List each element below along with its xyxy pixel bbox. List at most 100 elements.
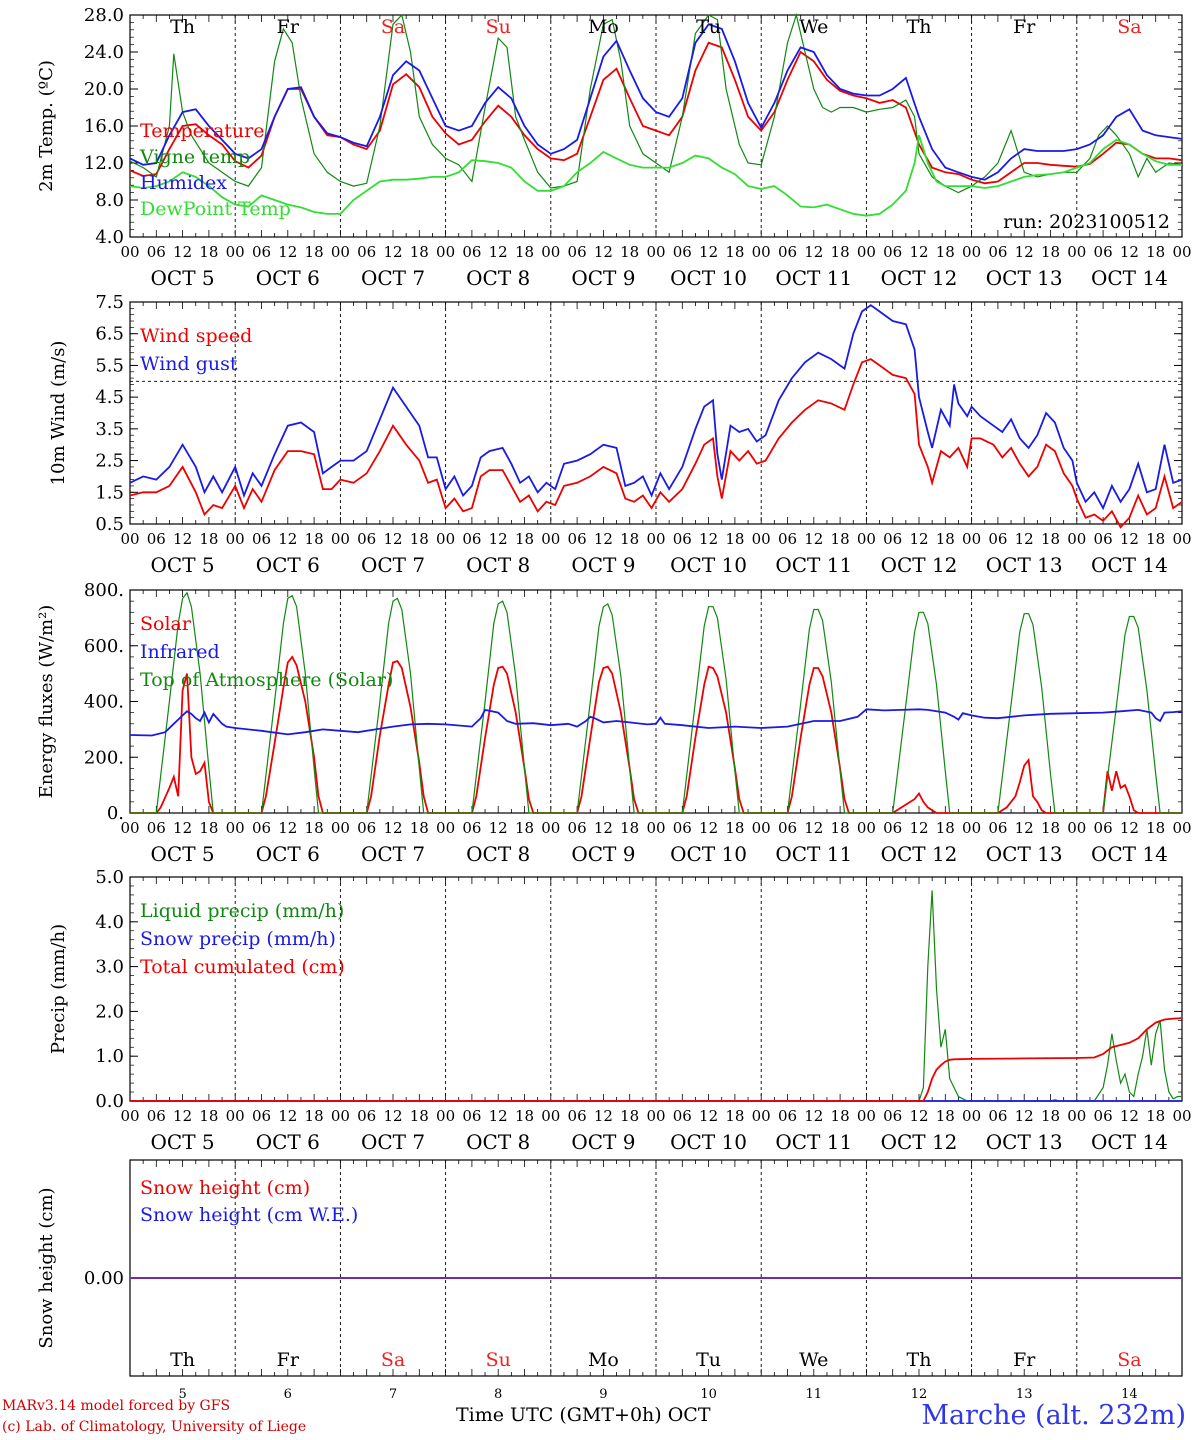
hour-tick-label: 12 <box>1015 819 1034 837</box>
hour-tick-label: 12 <box>909 530 928 548</box>
weekday-label: Sa <box>1117 1349 1141 1371</box>
y-tick-label: 200. <box>84 747 124 768</box>
hour-tick-label: 00 <box>120 819 139 837</box>
weekday-label: Su <box>486 16 511 38</box>
y-tick-label: 400. <box>84 692 124 713</box>
day-label: OCT 5 <box>151 842 215 866</box>
day-number-label: 10 <box>700 1387 717 1402</box>
day-label: OCT 11 <box>775 842 852 866</box>
series-line-solar <box>130 655 1182 814</box>
day-label: OCT 6 <box>256 1130 320 1154</box>
hour-tick-label: 06 <box>252 819 271 837</box>
day-label: OCT 11 <box>775 1130 852 1154</box>
legend-entry: Top of Atmosphere (Solar) <box>140 669 393 691</box>
legend-entry: Snow height (cm) <box>140 1177 310 1199</box>
legend-entry: Humidex <box>140 172 227 194</box>
hour-tick-label: 18 <box>515 1107 534 1125</box>
y-tick-label: 28.0 <box>84 5 124 26</box>
legend-entry: Wind gust <box>140 353 238 375</box>
hour-tick-label: 00 <box>962 819 981 837</box>
hour-tick-label: 06 <box>778 243 797 261</box>
hour-tick-label: 12 <box>173 243 192 261</box>
hour-tick-label: 18 <box>831 1107 850 1125</box>
legend-entry: Temperature <box>140 120 264 142</box>
y-tick-label: 2.5 <box>95 451 124 472</box>
hour-tick-label: 18 <box>620 1107 639 1125</box>
day-label: OCT 13 <box>986 842 1063 866</box>
hour-tick-label: 00 <box>962 243 981 261</box>
hour-tick-label: 18 <box>410 243 429 261</box>
hour-tick-label: 00 <box>120 1107 139 1125</box>
hour-tick-label: 00 <box>436 1107 455 1125</box>
day-number-label: 7 <box>389 1387 397 1402</box>
hour-tick-label: 12 <box>909 1107 928 1125</box>
hour-tick-label: 18 <box>1041 819 1060 837</box>
day-number-label: 13 <box>1016 1387 1033 1402</box>
y-tick-label: 1.5 <box>95 482 124 503</box>
series-line-vigne-temp <box>129 12 1183 194</box>
weekday-label: Sa <box>1117 16 1141 38</box>
weekday-label: Th <box>170 16 195 38</box>
hour-tick-label: 00 <box>541 530 560 548</box>
y-tick-label: 0.5 <box>95 514 124 535</box>
hour-tick-label: 18 <box>305 1107 324 1125</box>
day-label: OCT 8 <box>466 842 530 866</box>
day-label: OCT 10 <box>670 553 747 577</box>
day-label: OCT 10 <box>670 266 747 290</box>
hour-tick-label: 06 <box>883 530 902 548</box>
day-number-label: 6 <box>284 1387 292 1402</box>
hour-tick-label: 00 <box>1172 819 1191 837</box>
hour-tick-label: 00 <box>120 530 139 548</box>
hour-tick-label: 00 <box>857 1107 876 1125</box>
day-label: OCT 10 <box>670 1130 747 1154</box>
y-tick-label: 4.0 <box>95 227 124 248</box>
hour-tick-label: 18 <box>305 819 324 837</box>
hour-tick-label: 00 <box>1067 530 1086 548</box>
hour-tick-label: 18 <box>725 243 744 261</box>
hour-tick-label: 06 <box>1094 819 1113 837</box>
day-label: OCT 9 <box>571 266 635 290</box>
hour-tick-label: 06 <box>673 530 692 548</box>
hour-tick-label: 06 <box>252 243 271 261</box>
hour-tick-label: 06 <box>988 243 1007 261</box>
hour-tick-label: 18 <box>725 819 744 837</box>
hour-tick-label: 12 <box>699 530 718 548</box>
day-label: OCT 10 <box>670 842 747 866</box>
day-label: OCT 5 <box>151 266 215 290</box>
hour-tick-label: 00 <box>857 819 876 837</box>
weekday-label: Fr <box>277 1349 300 1371</box>
series-line-infrared <box>129 708 1183 737</box>
y-tick-label: 0.00 <box>84 1268 124 1289</box>
hour-tick-label: 00 <box>646 243 665 261</box>
day-label: OCT 6 <box>256 266 320 290</box>
series-line-top-of-atmosphere-solar- <box>130 591 1182 814</box>
hour-tick-label: 00 <box>226 243 245 261</box>
hour-tick-label: 18 <box>1146 1107 1165 1125</box>
legend-entry: Snow height (cm W.E.) <box>140 1204 358 1226</box>
hour-tick-label: 00 <box>436 243 455 261</box>
panel-3: 0.0 1.0 2.0 3.0 4.0 5.0 Precip (mm/h) Liquid pr… <box>48 867 1192 1154</box>
lab-credit: (c) Lab. of Climatology, University of L… <box>2 1419 307 1435</box>
hour-tick-label: 12 <box>383 1107 402 1125</box>
weekday-label: Th <box>170 1349 195 1371</box>
y-tick-label: 1.0 <box>95 1046 124 1067</box>
day-number-label: 12 <box>911 1387 928 1402</box>
day-label: OCT 13 <box>986 553 1063 577</box>
weekday-label: Mo <box>588 1349 619 1371</box>
day-label: OCT 8 <box>466 1130 530 1154</box>
hour-tick-label: 06 <box>252 1107 271 1125</box>
time-axis-title: Time UTC (GMT+0h) OCT <box>456 1404 711 1426</box>
hour-tick-label: 06 <box>883 819 902 837</box>
hour-tick-label: 18 <box>620 243 639 261</box>
y-tick-label: 6.5 <box>95 324 124 345</box>
hour-tick-label: 18 <box>725 1107 744 1125</box>
hour-tick-label: 00 <box>646 530 665 548</box>
hour-tick-label: 12 <box>594 243 613 261</box>
hour-tick-label: 06 <box>883 243 902 261</box>
weekday-label: Th <box>907 1349 932 1371</box>
y-tick-label: 2.0 <box>95 1001 124 1022</box>
weekday-label: Su <box>486 1349 511 1371</box>
hour-tick-label: 06 <box>1094 243 1113 261</box>
hour-tick-label: 18 <box>1146 530 1165 548</box>
